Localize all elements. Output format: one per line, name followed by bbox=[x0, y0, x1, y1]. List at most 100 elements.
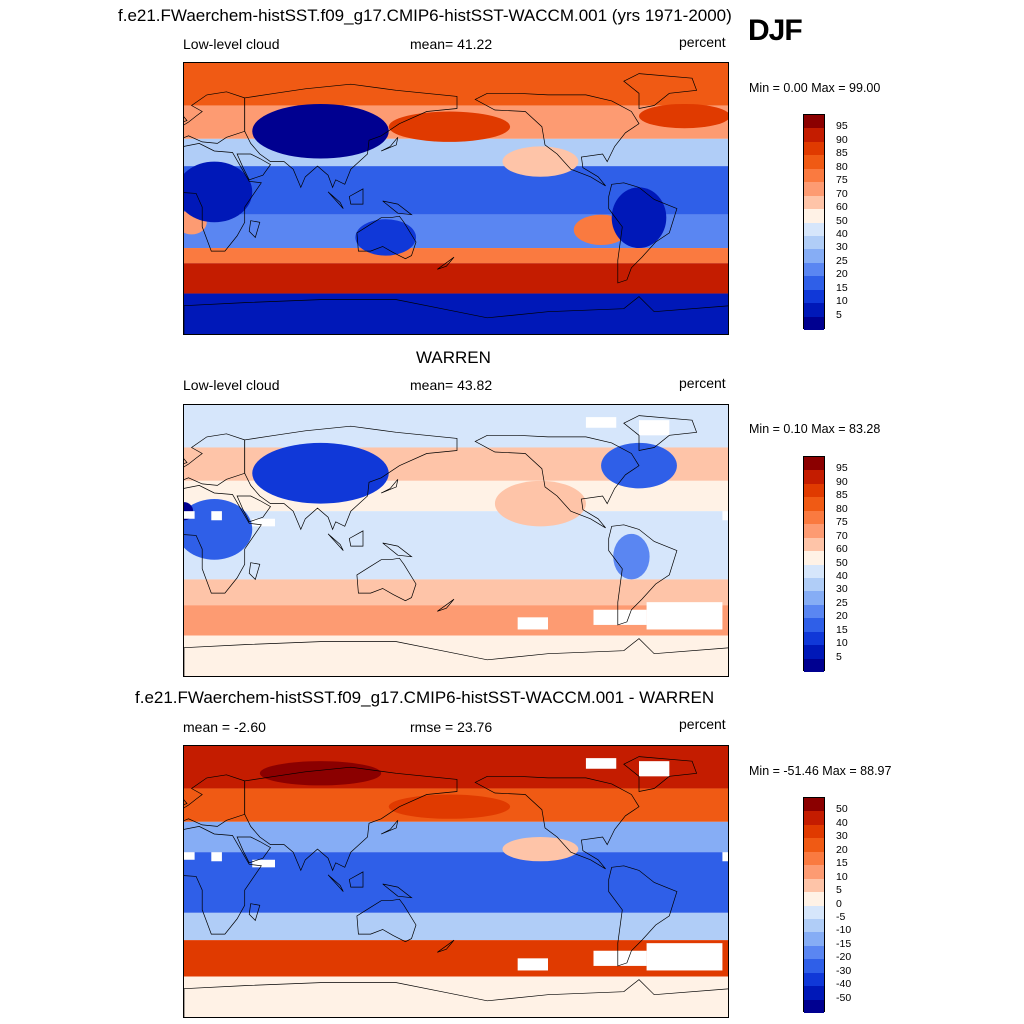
field-africa-low bbox=[184, 161, 253, 223]
coastline bbox=[184, 485, 262, 594]
colorbar-swatch bbox=[804, 141, 824, 156]
colorbar-tick-label: 95 bbox=[836, 120, 848, 133]
missing-data-region bbox=[184, 852, 195, 860]
coastline bbox=[356, 557, 417, 602]
colorbar-tick-label: 5 bbox=[836, 308, 842, 321]
colorbar-tick-label: 10 bbox=[836, 295, 848, 308]
colorbar-tick-label: 20 bbox=[836, 268, 848, 281]
coastline bbox=[623, 415, 698, 451]
colorbar-swatch bbox=[804, 168, 824, 183]
coastline bbox=[184, 296, 728, 334]
colorbar-tick-label: 40 bbox=[836, 816, 848, 829]
coastline bbox=[608, 865, 678, 967]
colorbar-tick-label: 80 bbox=[836, 502, 848, 515]
coastline bbox=[474, 92, 640, 187]
missing-data-region bbox=[585, 758, 617, 769]
field-amazon-low bbox=[613, 533, 650, 580]
colorbar-swatch bbox=[804, 905, 824, 919]
colorbar-tick-label: -30 bbox=[836, 964, 852, 977]
field-band-arctic bbox=[184, 63, 728, 106]
colorbar-tick-label: 10 bbox=[836, 870, 848, 883]
missing-data-region bbox=[722, 511, 728, 521]
coastline bbox=[356, 898, 417, 943]
colorbar-tick-label: 30 bbox=[836, 830, 848, 843]
colorbar-swatch bbox=[804, 645, 824, 659]
coastline bbox=[236, 836, 272, 864]
colorbar-swatch bbox=[804, 811, 824, 825]
coastline bbox=[437, 598, 455, 612]
missing-data-region bbox=[646, 943, 723, 971]
missing-data-region bbox=[639, 761, 670, 777]
colorbar-tick-label: 15 bbox=[836, 623, 848, 636]
field-siberia-high bbox=[259, 761, 382, 786]
coastline bbox=[382, 542, 413, 558]
colorbar-swatch bbox=[804, 945, 824, 960]
missing-data-region bbox=[517, 958, 548, 971]
colorbar-swatch bbox=[804, 577, 824, 592]
colorbar-swatch bbox=[804, 604, 824, 619]
colorbar-tick-label: 50 bbox=[836, 556, 848, 569]
panel2-mean-label: mean= 43.82 bbox=[410, 377, 493, 393]
colorbar-tick-label: 5 bbox=[836, 650, 842, 663]
coastline bbox=[248, 903, 261, 922]
missing-data-region bbox=[646, 602, 723, 630]
colorbar-tick-label: -5 bbox=[836, 910, 846, 923]
panel3-colorbar bbox=[803, 797, 825, 1013]
coastline bbox=[184, 91, 246, 144]
colorbar-swatch bbox=[804, 222, 824, 236]
colorbar-tick-label: -20 bbox=[836, 951, 852, 964]
colorbar-swatch bbox=[804, 289, 824, 304]
colorbar-tick-label: 90 bbox=[836, 475, 848, 488]
field-storm-track-n-pacific bbox=[388, 111, 511, 142]
coastline bbox=[437, 939, 455, 953]
colorbar-tick-label: 60 bbox=[836, 201, 848, 214]
colorbar-swatch bbox=[804, 798, 824, 812]
colorbar-tick-label: 5 bbox=[836, 884, 842, 897]
colorbar-tick-label: 25 bbox=[836, 254, 848, 267]
panel3-mean-label: mean = -2.60 bbox=[183, 719, 266, 735]
colorbar-tick-label: 40 bbox=[836, 569, 848, 582]
missing-data-region bbox=[211, 852, 222, 862]
panel1-colorbar bbox=[803, 114, 825, 330]
colorbar-swatch bbox=[804, 303, 824, 317]
colorbar-tick-label: 80 bbox=[836, 160, 848, 173]
coastline bbox=[623, 756, 698, 792]
coastline bbox=[608, 524, 678, 626]
colorbar-tick-label: 20 bbox=[836, 843, 848, 856]
coastline bbox=[184, 826, 262, 935]
colorbar-swatch bbox=[804, 115, 824, 129]
colorbar-tick-label: 50 bbox=[836, 803, 848, 816]
field-band-antarctic bbox=[184, 293, 728, 334]
colorbar-swatch bbox=[804, 972, 824, 987]
colorbar-swatch bbox=[804, 249, 824, 263]
colorbar-tick-label: -15 bbox=[836, 937, 852, 950]
colorbar-swatch bbox=[804, 564, 824, 578]
colorbar-swatch bbox=[804, 838, 824, 852]
colorbar-swatch bbox=[804, 878, 824, 893]
panel2-units-label: percent bbox=[679, 375, 726, 391]
colorbar-tick-label: -50 bbox=[836, 991, 852, 1004]
panel3-minmax-label: Min = -51.46 Max = 88.97 bbox=[749, 764, 892, 778]
colorbar-swatch bbox=[804, 537, 824, 552]
panel3-rmse-label: rmse = 23.76 bbox=[410, 719, 493, 735]
colorbar-tick-label: 70 bbox=[836, 187, 848, 200]
colorbar-swatch bbox=[804, 851, 824, 866]
colorbar-tick-label: 95 bbox=[836, 462, 848, 475]
field-band-southern-midlat bbox=[184, 248, 728, 264]
coastline bbox=[382, 883, 413, 899]
coastline bbox=[244, 83, 458, 189]
colorbar-tick-label: 85 bbox=[836, 489, 848, 502]
colorbar-tick-label: 90 bbox=[836, 133, 848, 146]
coastline bbox=[327, 533, 344, 551]
map-canvas bbox=[184, 405, 728, 676]
colorbar-tick-label: 75 bbox=[836, 516, 848, 529]
coastline bbox=[623, 73, 698, 109]
colorbar-swatch bbox=[804, 195, 824, 210]
panel2-minmax-label: Min = 0.10 Max = 83.28 bbox=[749, 422, 881, 436]
colorbar-swatch bbox=[804, 918, 824, 933]
field-africa-low bbox=[184, 499, 253, 560]
panel2-colorbar bbox=[803, 456, 825, 672]
panel1-left-label: Low-level cloud bbox=[183, 36, 280, 52]
field-band-subtropics-s bbox=[184, 912, 728, 941]
coastline bbox=[244, 425, 458, 531]
